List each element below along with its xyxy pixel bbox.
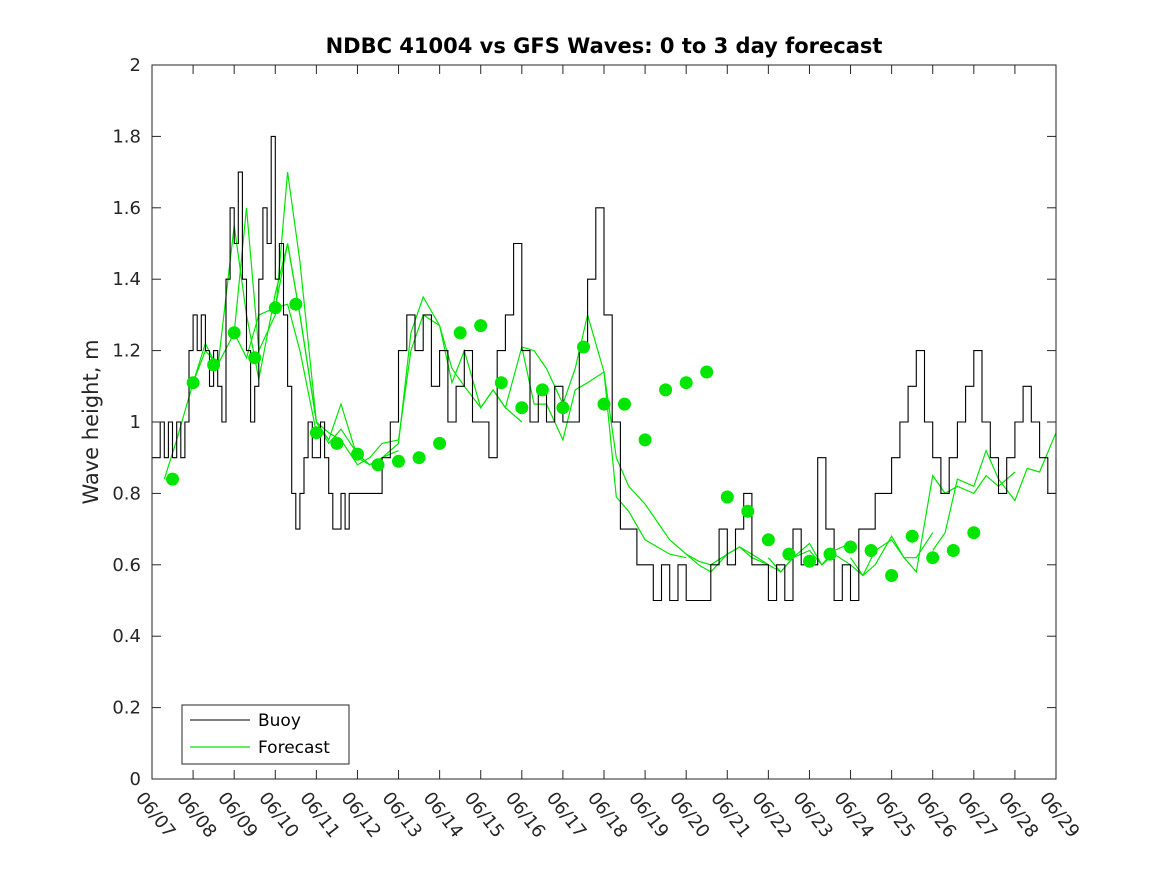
forecast-marker-24: [659, 383, 673, 397]
forecast-marker-35: [885, 569, 899, 582]
forecast-marker-39: [967, 526, 981, 540]
forecast-marker-8: [330, 436, 344, 450]
forecast-marker-29: [761, 533, 775, 547]
forecast-marker-19: [556, 401, 570, 415]
forecast-marker-10: [371, 458, 385, 472]
forecast-marker-26: [700, 365, 714, 379]
forecast-marker-15: [474, 319, 488, 333]
y-tick-label-5: 1: [130, 412, 141, 433]
forecast-marker-7: [309, 426, 323, 440]
forecast-marker-4: [248, 351, 262, 365]
forecast-line-0: [163, 303, 317, 480]
forecast-marker-3: [227, 326, 241, 340]
forecast-marker-5: [268, 301, 282, 315]
forecast-marker-30: [782, 547, 796, 561]
forecast-marker-37: [926, 551, 940, 565]
forecast-marker-23: [638, 433, 652, 447]
legend-forecast-label: Forecast: [258, 738, 330, 758]
forecast-marker-13: [433, 436, 447, 450]
y-tick-label-3: 0.6: [112, 555, 141, 576]
forecast-marker-14: [453, 326, 467, 340]
forecast-marker-11: [392, 454, 405, 468]
forecast-line-10: [850, 471, 1016, 577]
y-tick-label-2: 0.4: [112, 626, 141, 647]
plot-area: [152, 65, 1057, 779]
legend-box: [181, 704, 350, 765]
y-axis-label: Wave height, m: [79, 339, 103, 504]
forecast-marker-2: [207, 358, 221, 372]
forecast-marker-9: [351, 447, 364, 461]
forecast-marker-38: [946, 544, 960, 557]
forecast-marker-20: [577, 340, 590, 354]
forecast-marker-25: [679, 376, 693, 390]
forecast-marker-34: [864, 544, 878, 557]
y-tick-label-9: 1.8: [112, 126, 141, 147]
y-tick-label-8: 1.6: [112, 198, 141, 219]
forecast-marker-1: [186, 376, 200, 390]
forecast-marker-12: [412, 451, 426, 465]
y-tick-label-0: 0: [130, 769, 141, 790]
forecast-marker-22: [618, 397, 631, 411]
forecast-marker-27: [720, 490, 734, 504]
forecast-marker-18: [535, 383, 549, 397]
buoy-line: [152, 135, 1057, 602]
y-tick-label-6: 1.2: [112, 341, 141, 362]
forecast-marker-28: [741, 504, 755, 518]
y-tick-label-7: 1.4: [112, 269, 141, 290]
forecast-marker-21: [597, 397, 611, 411]
forecast-marker-33: [844, 540, 857, 554]
forecast-marker-31: [803, 554, 816, 568]
y-tick-label-4: 0.8: [112, 483, 141, 504]
forecast-marker-0: [166, 472, 179, 486]
chart-title: NDBC 41004 vs GFS Waves: 0 to 3 day fore…: [326, 34, 883, 58]
forecast-marker-6: [289, 297, 303, 311]
legend-buoy-label: Buoy: [258, 711, 301, 731]
y-tick-label-10: 2: [130, 55, 141, 76]
y-tick-label-1: 0.2: [112, 698, 141, 719]
forecast-marker-16: [494, 376, 508, 390]
forecast-line-11: [932, 432, 1057, 551]
legend: Buoy Forecast: [181, 704, 350, 765]
forecast-marker-32: [823, 547, 837, 561]
forecast-marker-36: [905, 529, 919, 543]
forecast-line-3: [274, 243, 440, 466]
forecast-marker-17: [515, 401, 529, 415]
